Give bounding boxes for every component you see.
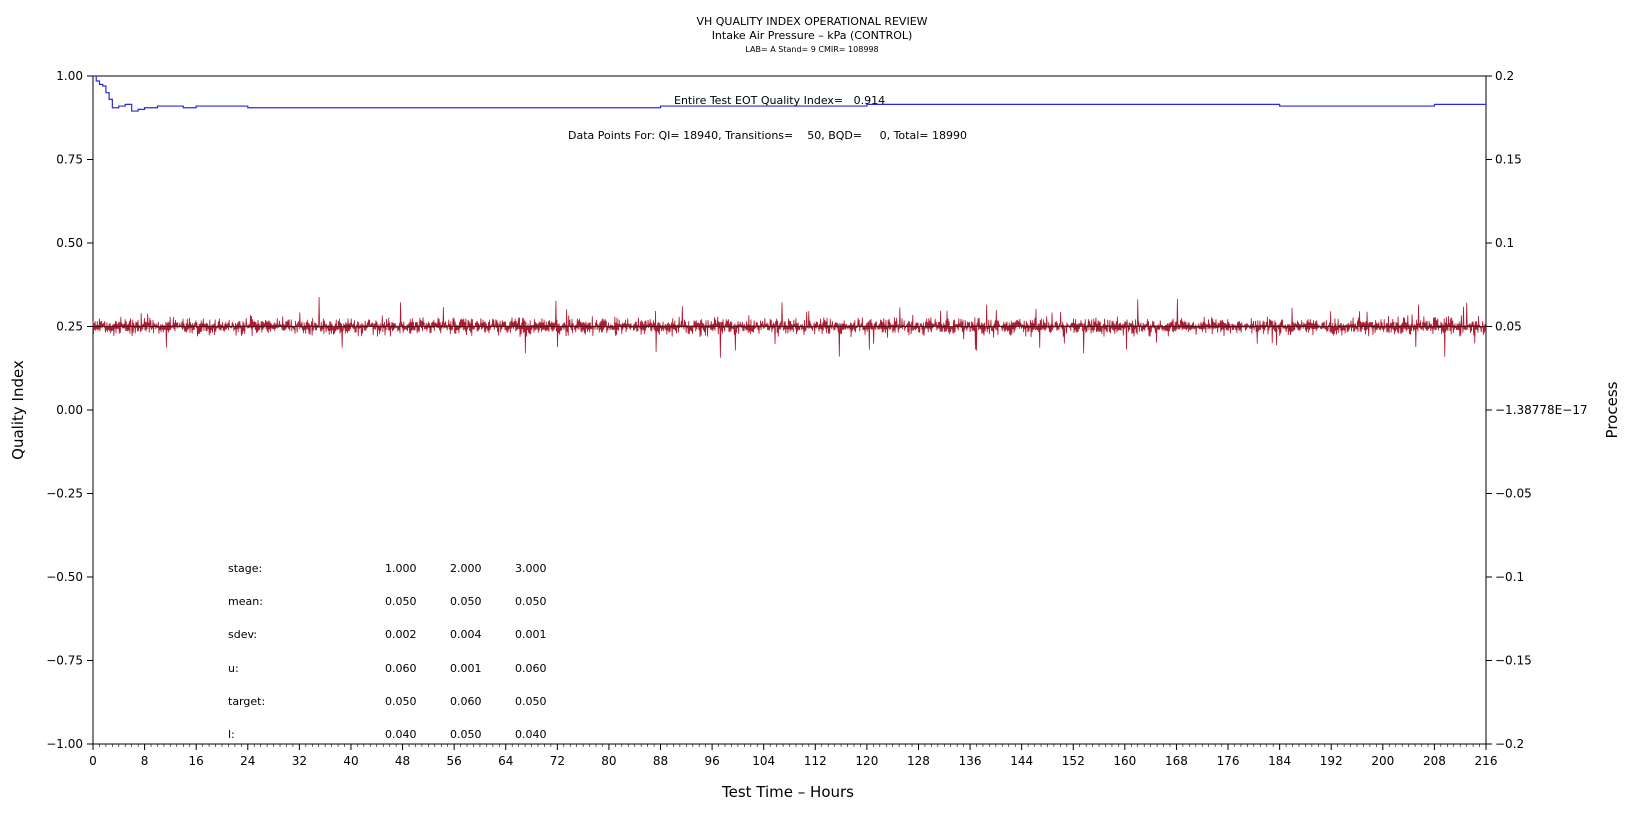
y-right-tick-label: 0.1	[1495, 236, 1514, 250]
y-right-tick-label: 0.15	[1495, 153, 1522, 167]
y-left-tick-label: −0.25	[46, 487, 83, 501]
x-tick-label: 176	[1217, 754, 1240, 768]
y-right-tick-label: −0.2	[1495, 737, 1524, 751]
y-axis-right-label: Process	[1603, 381, 1621, 438]
y-left-tick-label: −0.50	[46, 570, 83, 584]
stats-labels: stage: mean: sdev: u: target: l:	[228, 562, 265, 741]
stats-value: 2.000	[450, 562, 482, 575]
x-tick-label: 208	[1423, 754, 1446, 768]
x-tick-label: 112	[804, 754, 827, 768]
y-axis-left-label: Quality Index	[9, 360, 27, 460]
y-right-tick-label: −0.1	[1495, 570, 1524, 584]
stats-value: 0.040	[385, 728, 417, 741]
x-tick-label: 200	[1371, 754, 1394, 768]
stats-value: 0.001	[450, 662, 482, 675]
stats-value: 0.050	[385, 695, 417, 708]
stats-label: u:	[228, 662, 239, 675]
x-tick-label: 192	[1320, 754, 1343, 768]
quality-index-series	[93, 75, 1487, 112]
y-left-tick-label: 0.25	[56, 320, 83, 334]
stats-label: target:	[228, 695, 265, 708]
stats-value: 3.000	[515, 562, 547, 575]
stats-value: 0.050	[515, 595, 547, 608]
x-axis: 0 8 16 24 32 40 48 56 64 72 80 88 96 104 112 120 128 136 1…	[89, 744, 1497, 768]
x-tick-label: 120	[855, 754, 878, 768]
stats-label: sdev:	[228, 628, 257, 641]
y-left-tick-label: 0.50	[56, 236, 83, 250]
y-right-tick-label: −0.15	[1495, 654, 1532, 668]
stats-value: 0.060	[385, 662, 417, 675]
stats-column-stage-1: 1.000 0.050 0.002 0.060 0.050 0.040	[385, 562, 417, 741]
x-tick-label: 32	[292, 754, 307, 768]
stats-label: stage:	[228, 562, 262, 575]
chart-subsubtitle: LAB= A Stand= 9 CMIR= 108998	[745, 45, 878, 54]
stats-column-stage-3: 3.000 0.050 0.001 0.060 0.050 0.040	[515, 562, 547, 741]
y-left-tick-label: −1.00	[46, 737, 83, 751]
x-tick-label: 16	[189, 754, 204, 768]
stats-value: 0.060	[515, 662, 547, 675]
stats-value: 0.050	[385, 595, 417, 608]
x-tick-label: 56	[447, 754, 462, 768]
process-series	[92, 297, 1487, 358]
x-tick-label: 24	[240, 754, 255, 768]
x-tick-label: 144	[1010, 754, 1033, 768]
x-tick-label: 128	[907, 754, 930, 768]
data-points-note: Data Points For: QI= 18940, Transitions=…	[568, 129, 967, 142]
stats-value: 0.004	[450, 628, 482, 641]
stats-value: 0.040	[515, 728, 547, 741]
stats-value: 0.050	[450, 595, 482, 608]
x-tick-label: 8	[141, 754, 149, 768]
stats-label: mean:	[228, 595, 263, 608]
y-right-tick-label: 0.2	[1495, 69, 1514, 83]
x-tick-label: 40	[343, 754, 358, 768]
y-axis-right: 0.2 0.15 0.1 0.05 −1.38778E−17 −0.05 −0.1 −0.15…	[1486, 69, 1588, 751]
x-tick-label: 88	[653, 754, 668, 768]
stats-table: stage: mean: sdev: u: target: l: 1.000 0…	[228, 562, 547, 741]
x-tick-label: 136	[959, 754, 982, 768]
x-tick-label: 104	[752, 754, 775, 768]
chart-title: VH QUALITY INDEX OPERATIONAL REVIEW	[696, 15, 927, 28]
y-right-tick-label: 0.05	[1495, 320, 1522, 334]
quality-index-line	[93, 75, 1487, 112]
stats-column-stage-2: 2.000 0.050 0.004 0.001 0.060 0.050	[450, 562, 482, 741]
x-tick-label: 160	[1113, 754, 1136, 768]
stats-value: 0.050	[515, 695, 547, 708]
stats-value: 0.050	[450, 728, 482, 741]
x-tick-label: 72	[550, 754, 565, 768]
stats-value: 0.001	[515, 628, 547, 641]
y-right-tick-label: −1.38778E−17	[1495, 403, 1588, 417]
y-left-tick-label: 0.75	[56, 153, 83, 167]
x-tick-label: 64	[498, 754, 513, 768]
stats-label: l:	[228, 728, 235, 741]
x-tick-label: 168	[1165, 754, 1188, 768]
process-line	[92, 297, 1487, 358]
stats-value: 0.060	[450, 695, 482, 708]
stats-value: 0.002	[385, 628, 417, 641]
chart-subtitle: Intake Air Pressure – kPa (CONTROL)	[712, 29, 913, 42]
stats-value: 1.000	[385, 562, 417, 575]
eot-quality-index-note: Entire Test EOT Quality Index= 0.914	[674, 94, 885, 107]
x-tick-label: 0	[89, 754, 97, 768]
y-left-tick-label: −0.75	[46, 654, 83, 668]
x-tick-label: 184	[1268, 754, 1291, 768]
x-tick-label: 96	[704, 754, 719, 768]
x-axis-label: Test Time – Hours	[721, 783, 854, 801]
y-right-tick-label: −0.05	[1495, 487, 1532, 501]
x-tick-label: 152	[1062, 754, 1085, 768]
x-tick-label: 216	[1475, 754, 1498, 768]
y-axis-left: 1.00 0.75 0.50 0.25 0.00 −0.25 −0.50 −0.75 −1.00	[46, 69, 93, 751]
y-left-tick-label: 0.00	[56, 403, 83, 417]
x-tick-label: 48	[395, 754, 410, 768]
plot-frame	[92, 75, 1487, 745]
y-left-tick-label: 1.00	[56, 69, 83, 83]
x-tick-label: 80	[601, 754, 616, 768]
